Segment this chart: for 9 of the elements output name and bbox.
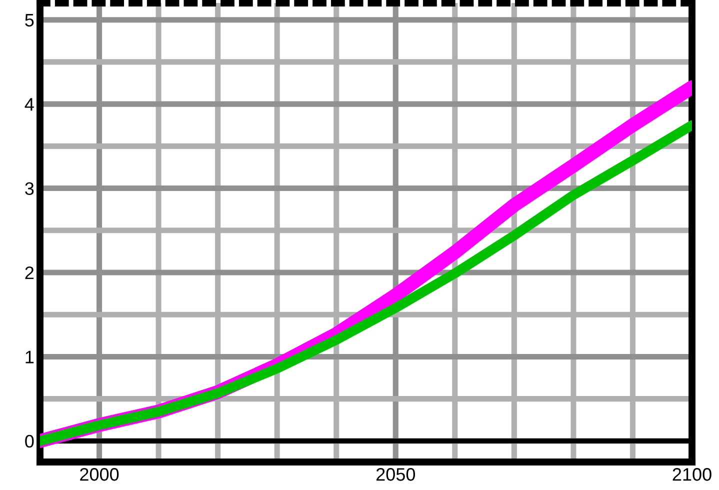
y-tick-label: 2	[25, 266, 34, 280]
y-tick-label: 4	[24, 98, 34, 111]
y-tick-label: 3	[25, 182, 34, 196]
y-tick-label: 0	[25, 434, 34, 448]
x-tick-label: 2050	[376, 468, 416, 481]
y-tick-label: 1	[26, 350, 34, 364]
x-tick-label: 2100	[672, 468, 712, 481]
x-tick-label: 2000	[80, 468, 119, 481]
y-tick-label: 5	[25, 14, 34, 27]
